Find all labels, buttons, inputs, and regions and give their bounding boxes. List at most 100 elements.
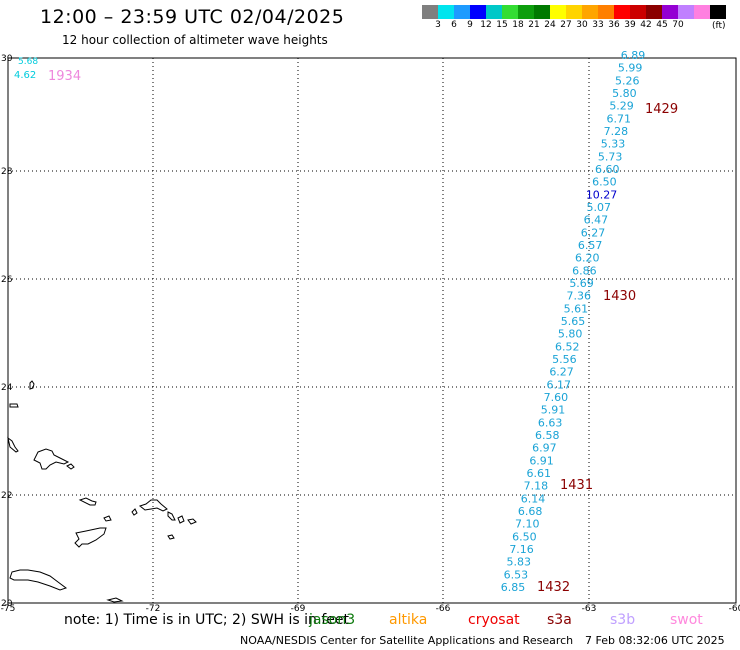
lon-tick-label: -63 <box>582 604 597 614</box>
island-15 <box>9 569 68 591</box>
wave-height-reading: 5.29 <box>609 100 634 113</box>
legend-label: 45 <box>656 20 668 30</box>
pass-time-label: 1432 <box>537 580 570 595</box>
lat-tick-label: 20 <box>1 599 13 609</box>
wave-height-reading: 5.99 <box>618 62 643 75</box>
wave-height-reading: 6.27 <box>549 366 574 379</box>
island-6 <box>78 497 97 506</box>
lat-tick-label: 30 <box>1 54 13 64</box>
wave-height-reading: 5.07 <box>586 201 611 214</box>
mission-label: jason3 <box>309 612 356 628</box>
wave-height-reading: 5.61 <box>564 302 589 315</box>
legend-swatch <box>422 5 438 19</box>
legend-swatch <box>582 5 598 19</box>
legend-swatch <box>630 5 646 19</box>
wave-height-reading: 6.71 <box>606 112 631 125</box>
legend-swatch <box>486 5 502 19</box>
mission-label: swot <box>670 612 703 628</box>
wave-height-reading: 6.61 <box>526 467 551 480</box>
wave-height-reading: 5.26 <box>615 74 640 87</box>
legend-swatch <box>678 5 694 19</box>
legend-swatch <box>454 5 470 19</box>
wave-height-reading: 7.10 <box>515 518 540 531</box>
legend-label: 6 <box>451 20 457 30</box>
wave-height-reading: 5.80 <box>558 328 583 341</box>
wave-height-reading: 7.36 <box>566 290 591 303</box>
wave-height-reading: 6.20 <box>575 252 600 265</box>
lat-lon-grid <box>7 57 737 604</box>
wave-height-reading: 5.33 <box>601 138 626 151</box>
island-3 <box>7 436 19 453</box>
legend-swatch <box>566 5 582 19</box>
legend-label: 42 <box>640 20 652 30</box>
mission-label: altika <box>389 612 428 628</box>
map-title: 12:00 – 23:59 UTC 02/04/2025 <box>40 6 345 28</box>
corner-reading: 4.62 <box>14 70 36 81</box>
corner-reading: 5.68 <box>18 57 38 67</box>
legend-swatch <box>614 5 630 19</box>
wave-height-reading: 6.58 <box>535 429 560 442</box>
island-8 <box>103 515 112 522</box>
legend-labels: 3 6 9 12 15 18 21 24 27 30 33 36 39 42 45 70 <box>422 19 726 31</box>
wave-height-reading: 5.69 <box>569 277 594 290</box>
wave-height-reading: 6.52 <box>555 340 580 353</box>
lon-tick-label: -72 <box>146 604 161 614</box>
legend-swatch <box>502 5 518 19</box>
altimeter-readings: 5.684.62 19346.895.995.265.805.296.717.28… <box>14 49 678 595</box>
island-11 <box>167 511 176 521</box>
wave-height-reading: 5.56 <box>552 353 577 366</box>
legend-swatch <box>518 5 534 19</box>
mission-label: s3a <box>547 612 572 628</box>
legend-swatch <box>694 5 710 19</box>
legend-swatch <box>598 5 614 19</box>
wave-height-reading: 6.60 <box>595 163 620 176</box>
island-10 <box>138 499 168 512</box>
legend-label: 27 <box>560 20 572 30</box>
wave-height-reading: 6.89 <box>621 49 646 62</box>
legend-label: 24 <box>544 20 556 30</box>
legend-label: 33 <box>592 20 604 30</box>
wave-height-reading: 5.80 <box>612 87 637 100</box>
wave-height-reading: 7.28 <box>604 125 629 138</box>
mission-label: s3b <box>610 612 636 628</box>
wave-height-reading: 6.14 <box>521 492 546 505</box>
wave-height-reading: 6.68 <box>518 505 543 518</box>
wave-height-reading: 6.50 <box>512 530 537 543</box>
lat-tick-label: 24 <box>1 383 13 393</box>
map-subtitle: 12 hour collection of altimeter wave hei… <box>62 33 328 47</box>
legend-swatch <box>470 5 486 19</box>
wave-height-reading: 7.16 <box>509 543 534 556</box>
legend-swatch <box>534 5 550 19</box>
lon-tick-label: -66 <box>436 604 451 614</box>
island-14 <box>167 534 175 540</box>
generated-timestamp: 7 Feb 08:32:06 UTC 2025 <box>585 634 725 647</box>
wave-height-reading: 6.91 <box>529 454 554 467</box>
island-16 <box>106 597 124 603</box>
pass-time-label: 1429 <box>645 102 678 117</box>
island-2 <box>9 403 19 408</box>
wave-height-reading: 5.73 <box>598 150 623 163</box>
island-1 <box>29 380 35 390</box>
pass-time-label: 1430 <box>603 289 636 304</box>
legend-swatch <box>646 5 662 19</box>
island-13 <box>187 518 197 525</box>
lon-tick-label: -60 <box>729 604 740 614</box>
legend-label: 15 <box>496 20 508 30</box>
wave-height-reading: 6.85 <box>501 581 526 594</box>
lat-tick-label: 26 <box>1 275 13 285</box>
wave-height-reading: 6.57 <box>578 239 603 252</box>
legend-swatch <box>710 5 726 19</box>
pass-time-label: 1431 <box>560 478 593 493</box>
legend-swatch <box>438 5 454 19</box>
wave-height-reading: 5.83 <box>506 556 531 569</box>
legend-units: (ft) <box>712 21 726 31</box>
wave-height-reading: 7.60 <box>544 391 569 404</box>
wave-height-reading: 10.27 <box>586 188 618 201</box>
mission-label: cryosat <box>468 612 520 628</box>
legend-label: 9 <box>467 20 473 30</box>
wave-height-reading: 6.17 <box>546 378 571 391</box>
legend-label: 30 <box>576 20 588 30</box>
wave-height-reading: 5.91 <box>541 404 566 417</box>
lon-tick-label: -69 <box>291 604 306 614</box>
